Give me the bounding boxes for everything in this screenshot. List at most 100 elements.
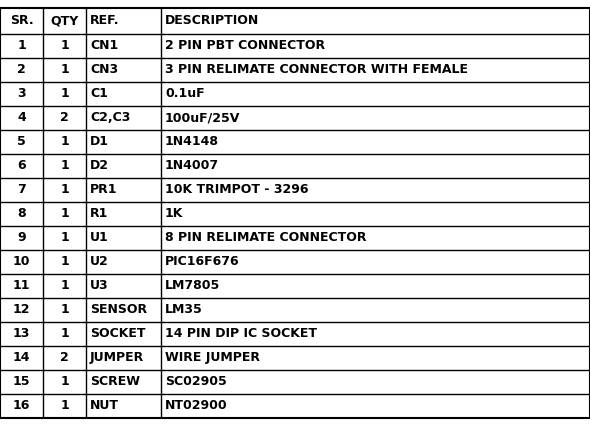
Bar xyxy=(86,82,161,105)
Text: D2: D2 xyxy=(90,159,109,172)
Text: 100uF/25V: 100uF/25V xyxy=(165,111,240,124)
Text: LM7805: LM7805 xyxy=(165,279,220,292)
Bar xyxy=(86,34,161,57)
Text: 8: 8 xyxy=(17,207,26,220)
Bar xyxy=(0,226,43,249)
Text: 2 PIN PBT CONNECTOR: 2 PIN PBT CONNECTOR xyxy=(165,39,325,52)
Text: 10K TRIMPOT - 3296: 10K TRIMPOT - 3296 xyxy=(165,183,309,196)
Text: REF.: REF. xyxy=(90,14,120,27)
Bar xyxy=(43,298,86,321)
Text: 2: 2 xyxy=(17,63,26,76)
Text: 2: 2 xyxy=(60,111,69,124)
Bar xyxy=(0,178,43,201)
Text: 3: 3 xyxy=(17,87,26,100)
Bar xyxy=(86,226,161,249)
Text: 11: 11 xyxy=(13,279,30,292)
Text: C2,C3: C2,C3 xyxy=(90,111,130,124)
Bar xyxy=(161,82,590,105)
Bar xyxy=(43,178,86,201)
Bar xyxy=(86,394,161,417)
Bar xyxy=(161,8,590,34)
Bar xyxy=(86,346,161,369)
Bar xyxy=(43,249,86,274)
Text: CN3: CN3 xyxy=(90,63,118,76)
Text: 13: 13 xyxy=(13,327,30,340)
Text: LM35: LM35 xyxy=(165,303,203,316)
Bar xyxy=(0,57,43,82)
Bar xyxy=(161,298,590,321)
Bar xyxy=(161,394,590,417)
Bar xyxy=(161,274,590,297)
Text: NT02900: NT02900 xyxy=(165,399,228,412)
Bar xyxy=(43,369,86,394)
Bar xyxy=(43,321,86,346)
Bar xyxy=(43,34,86,57)
Bar xyxy=(43,57,86,82)
Text: 1: 1 xyxy=(60,279,69,292)
Bar xyxy=(0,394,43,417)
Text: 6: 6 xyxy=(17,159,26,172)
Bar xyxy=(43,394,86,417)
Bar xyxy=(0,321,43,346)
Text: 1: 1 xyxy=(60,207,69,220)
Bar xyxy=(161,153,590,178)
Bar xyxy=(161,130,590,153)
Text: 14: 14 xyxy=(13,351,30,364)
Bar xyxy=(43,8,86,34)
Bar xyxy=(161,57,590,82)
Bar xyxy=(86,249,161,274)
Bar xyxy=(86,105,161,130)
Text: 1: 1 xyxy=(60,63,69,76)
Text: SC02905: SC02905 xyxy=(165,375,227,388)
Text: SR.: SR. xyxy=(9,14,33,27)
Bar xyxy=(43,82,86,105)
Bar xyxy=(0,298,43,321)
Text: PIC16F676: PIC16F676 xyxy=(165,255,240,268)
Text: SOCKET: SOCKET xyxy=(90,327,146,340)
Text: 1N4148: 1N4148 xyxy=(165,135,219,148)
Bar xyxy=(161,178,590,201)
Text: SCREW: SCREW xyxy=(90,375,140,388)
Text: 1: 1 xyxy=(60,159,69,172)
Bar xyxy=(161,226,590,249)
Text: 1: 1 xyxy=(60,183,69,196)
Text: 1: 1 xyxy=(60,375,69,388)
Text: 1: 1 xyxy=(60,87,69,100)
Bar xyxy=(86,8,161,34)
Bar xyxy=(161,34,590,57)
Text: JUMPER: JUMPER xyxy=(90,351,144,364)
Bar xyxy=(0,130,43,153)
Text: 1: 1 xyxy=(60,399,69,412)
Text: WIRE JUMPER: WIRE JUMPER xyxy=(165,351,260,364)
Text: U1: U1 xyxy=(90,231,109,244)
Text: CN1: CN1 xyxy=(90,39,118,52)
Bar xyxy=(86,201,161,226)
Text: 15: 15 xyxy=(13,375,30,388)
Text: 12: 12 xyxy=(13,303,30,316)
Text: 10: 10 xyxy=(13,255,30,268)
Bar xyxy=(0,82,43,105)
Bar xyxy=(43,226,86,249)
Bar xyxy=(43,153,86,178)
Bar xyxy=(0,346,43,369)
Text: 16: 16 xyxy=(13,399,30,412)
Text: 1N4007: 1N4007 xyxy=(165,159,219,172)
Text: 1: 1 xyxy=(60,39,69,52)
Text: 14 PIN DIP IC SOCKET: 14 PIN DIP IC SOCKET xyxy=(165,327,317,340)
Bar xyxy=(86,274,161,297)
Text: 2: 2 xyxy=(60,351,69,364)
Text: NUT: NUT xyxy=(90,399,119,412)
Bar xyxy=(161,201,590,226)
Text: 1: 1 xyxy=(60,255,69,268)
Text: 0.1uF: 0.1uF xyxy=(165,87,205,100)
Bar xyxy=(161,369,590,394)
Text: QTY: QTY xyxy=(50,14,78,27)
Bar xyxy=(161,321,590,346)
Bar xyxy=(43,346,86,369)
Bar xyxy=(43,105,86,130)
Bar xyxy=(161,249,590,274)
Text: 1: 1 xyxy=(60,327,69,340)
Text: 1: 1 xyxy=(60,135,69,148)
Text: 8 PIN RELIMATE CONNECTOR: 8 PIN RELIMATE CONNECTOR xyxy=(165,231,366,244)
Text: PR1: PR1 xyxy=(90,183,117,196)
